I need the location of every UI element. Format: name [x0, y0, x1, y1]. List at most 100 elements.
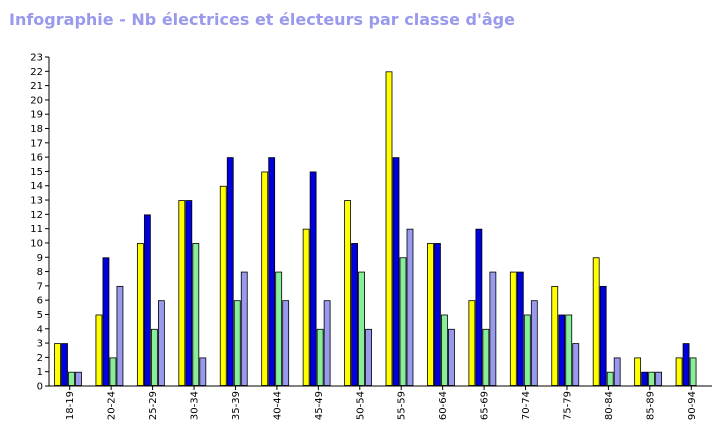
y-tick-label: 4: [37, 324, 43, 335]
x-tick-label: 45-49: [314, 391, 325, 420]
bar: [240, 271, 248, 386]
bar: [365, 328, 372, 386]
bar: [192, 243, 200, 386]
bar: [675, 357, 683, 386]
bar: [282, 300, 290, 386]
bar: [634, 357, 642, 386]
bar: [309, 171, 317, 386]
y-tick-label: 9: [37, 253, 43, 264]
bar: [516, 271, 524, 386]
bar: [219, 185, 227, 386]
bar: [226, 157, 234, 386]
y-tick-label: 12: [30, 210, 43, 221]
bar: [648, 371, 656, 386]
y-tick-label: 5: [37, 310, 43, 321]
bar: [116, 285, 124, 386]
y-tick-label: 21: [30, 81, 43, 92]
y-tick-label: 0: [37, 382, 43, 393]
bar: [641, 371, 649, 386]
y-tick-label: 17: [30, 138, 43, 149]
bar: [316, 328, 324, 386]
bar: [468, 300, 476, 386]
bar: [399, 257, 407, 386]
bar: [233, 300, 241, 386]
y-tick-label: 3: [37, 339, 43, 350]
x-tick-label: 55-59: [397, 391, 408, 420]
bar: [592, 257, 600, 386]
x-tick-label: 40-44: [272, 391, 283, 420]
x-tick-label: 50-54: [355, 391, 366, 420]
y-tick-label: 19: [30, 110, 43, 121]
bar: [268, 157, 276, 386]
bar: [448, 328, 455, 386]
bar: [143, 214, 151, 386]
bar: [655, 371, 663, 386]
y-tick-label: 1: [37, 367, 43, 378]
y-tick-label: 14: [30, 181, 43, 192]
x-tick-label: 75-79: [562, 391, 573, 420]
bar: [392, 157, 400, 386]
y-tick-label: 10: [30, 238, 43, 249]
bar: [199, 357, 207, 386]
bar: [178, 200, 186, 386]
y-tick-label: 15: [30, 167, 43, 178]
bar: [682, 343, 690, 386]
x-tick-label: 65-69: [480, 391, 491, 420]
bar: [689, 357, 697, 386]
bar: [109, 357, 117, 386]
bar: [344, 200, 351, 386]
bar: [351, 243, 358, 386]
bar: [61, 343, 68, 386]
x-tick-label: 70-74: [521, 391, 532, 420]
bar: [572, 343, 580, 386]
bar: [475, 228, 483, 386]
y-tick-label: 20: [30, 95, 43, 106]
bar: [75, 371, 82, 386]
bar: [323, 300, 331, 386]
bar: [385, 71, 393, 386]
bar: [482, 328, 490, 386]
bar: [530, 300, 538, 386]
y-tick-label: 23: [30, 53, 43, 64]
x-tick-label: 20-24: [107, 391, 118, 420]
bar: [185, 200, 193, 386]
y-tick-label: 22: [30, 67, 43, 78]
x-tick-label: 18-19: [65, 391, 76, 420]
y-tick-label: 13: [30, 196, 43, 207]
bar: [551, 285, 559, 386]
bar: [489, 271, 497, 386]
x-tick-label: 80-84: [604, 391, 615, 420]
bar: [358, 271, 365, 386]
bar: [441, 314, 448, 386]
y-tick-label: 6: [37, 296, 43, 307]
bar: [427, 243, 434, 386]
x-tick-label: 35-39: [231, 391, 242, 420]
y-tick-label: 11: [30, 224, 43, 235]
x-tick-label: 60-64: [438, 391, 449, 420]
y-tick-label: 2: [37, 353, 43, 364]
x-tick-label: 85-89: [645, 391, 656, 420]
bar: [599, 285, 607, 386]
bar: [558, 314, 566, 386]
bar: [102, 257, 110, 386]
x-tick-labels: 18-19 20-24 25-29 30-34 35-39 40-44 45-49 50-54…: [65, 386, 698, 420]
bar: [136, 243, 144, 386]
y-tick-label: 16: [30, 153, 43, 164]
y-tick-label: 8: [37, 267, 43, 278]
bar: [68, 371, 75, 386]
bar: [606, 371, 614, 386]
bar: [406, 228, 414, 386]
bar: [275, 271, 283, 386]
bar: [150, 328, 158, 386]
y-tick-label: 7: [37, 281, 43, 292]
bar: [157, 300, 165, 386]
bar: [302, 228, 310, 386]
chart-title: Infographie - Nb électrices et électeurs…: [9, 10, 515, 29]
bars: [54, 71, 697, 386]
y-tick-label: 18: [30, 124, 43, 135]
x-tick-label: 30-34: [190, 391, 201, 420]
bar: [613, 357, 621, 386]
x-tick-label: 25-29: [148, 391, 159, 420]
bar: [434, 243, 441, 386]
